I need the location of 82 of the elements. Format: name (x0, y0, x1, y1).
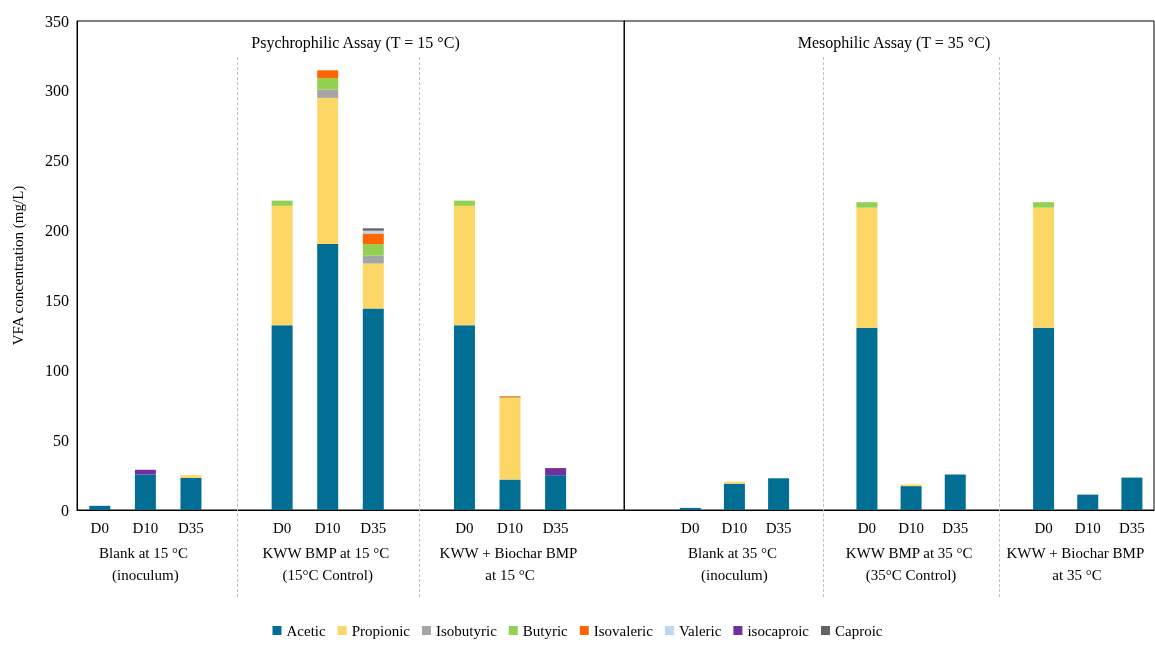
bar (362, 255, 384, 264)
x-tick-label: D10 (898, 519, 925, 536)
bar (499, 479, 521, 510)
legend-label: isocaproic (747, 622, 810, 639)
bar (180, 475, 202, 479)
bar (1121, 477, 1143, 510)
text: Mesophilic Assay (T = 35 °C) (797, 33, 991, 52)
bar (453, 200, 475, 206)
bar (362, 244, 384, 256)
x-tick-label: D0 (455, 519, 474, 536)
bar (723, 481, 745, 484)
y-tick-label: 250 (45, 152, 69, 170)
bar (317, 70, 339, 79)
x-tick-label: D10 (497, 519, 523, 536)
bar (856, 202, 878, 208)
text: KWW BMP at 15 °C (15°C Control) (262, 545, 394, 584)
text: KWW + Biochar BMP at 15 °C (439, 545, 581, 583)
bar (1033, 327, 1055, 510)
bar (180, 478, 202, 510)
bar (362, 263, 384, 309)
bar (89, 505, 111, 510)
bar (499, 398, 521, 480)
bar (545, 475, 567, 510)
bar (362, 308, 384, 510)
x-tick-label: D10 (132, 519, 159, 536)
x-tick-label: D35 (360, 519, 387, 536)
text: Blank at 15 °C (inoculum) (99, 545, 192, 584)
x-tick-label: D35 (942, 519, 969, 536)
text: Blank at 35 °C (inoculum) (688, 545, 781, 584)
bar (679, 507, 701, 510)
legend-label: Isobutyric (435, 622, 498, 639)
x-tick-label: D0 (90, 519, 109, 536)
bar (362, 233, 384, 245)
x-tick-label: D0 (272, 519, 292, 536)
x-tick-label: D0 (857, 519, 877, 536)
x-tick-label: D10 (721, 519, 748, 536)
y-tick-label: 0 (61, 501, 69, 519)
y-tick-label: 200 (45, 222, 69, 240)
bar (1033, 202, 1055, 208)
legend-label: Isovaleric (593, 622, 654, 639)
bar (944, 474, 966, 510)
x-tick-label: D10 (1074, 519, 1101, 536)
legend-label: Valeric (678, 622, 722, 639)
legend-label: Butyric (522, 622, 569, 639)
bar (317, 97, 339, 245)
bar (453, 325, 475, 510)
y-tick-label: 50 (53, 431, 69, 449)
bar (856, 207, 878, 328)
bar (1077, 494, 1099, 510)
x-tick-label: D35 (542, 519, 569, 536)
y-tick-label: 100 (45, 361, 69, 379)
x-tick-label: D10 (314, 519, 341, 536)
y-tick-label: 300 (45, 82, 69, 100)
bar (768, 478, 790, 510)
x-tick-label: D0 (681, 519, 700, 536)
bar (317, 89, 339, 98)
legend-label: Propionic (351, 622, 411, 639)
bar (723, 483, 745, 510)
bar (271, 325, 293, 510)
bar (1033, 207, 1055, 328)
x-tick-label: D0 (1034, 519, 1053, 536)
bar (317, 244, 339, 510)
y-tick-label: 150 (45, 291, 69, 309)
y-tick-label: 350 (45, 12, 69, 30)
text: Psychrophilic Assay (T = 15 °C) (251, 33, 460, 52)
x-tick-label: D35 (765, 519, 792, 536)
bar (271, 200, 293, 206)
bar (134, 474, 156, 510)
x-tick-label: D35 (178, 519, 204, 536)
bar (317, 78, 339, 90)
bar (856, 327, 878, 510)
bar (545, 468, 567, 476)
legend-label: Caproic (835, 622, 883, 639)
text: KWW + Biochar BMP at 35 °C (1006, 545, 1148, 583)
y-axis-title: VFA concentration (mg/L) (9, 185, 27, 346)
text: KWW BMP at 35 °C (35°C Control) (845, 545, 977, 584)
bar (134, 469, 156, 475)
bar (900, 486, 922, 510)
bar (453, 205, 475, 326)
x-tick-label: D35 (1118, 519, 1145, 536)
legend-label: Acetic (286, 622, 326, 639)
bar (271, 205, 293, 326)
